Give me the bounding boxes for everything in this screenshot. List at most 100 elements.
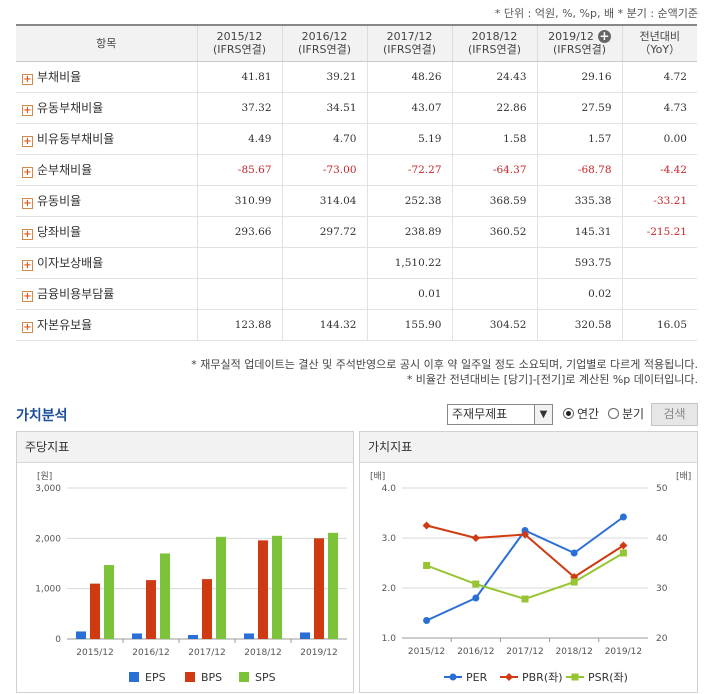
point-marker <box>570 578 578 586</box>
footnote-yoy: * 비율간 전년대비는 [당기]-[전기]로 계산된 %p 데이터입니다. <box>406 373 698 386</box>
row-label-cell[interactable]: + 자본유보율 <box>16 309 197 341</box>
legend-swatch <box>185 672 195 682</box>
valuation-title: 가치지표 <box>360 432 697 463</box>
y-tick-label-left: 3.0 <box>382 534 397 544</box>
table-cell: 1.57 <box>536 123 622 155</box>
x-tick-label: 2018/12 <box>244 648 281 658</box>
row-label-cell[interactable]: + 순부채비율 <box>16 154 197 186</box>
table-cell: 22.86 <box>451 92 537 124</box>
table-row[interactable]: + 유동비율 310.99 314.04 252.38 368.59 335.38 -33.2… <box>16 185 697 217</box>
header-2018: 2018/12 (IFRS연결) <box>451 24 537 62</box>
radio-annual[interactable]: 연간 <box>563 405 599 422</box>
table-cell: -4.42 <box>621 154 697 186</box>
table-row[interactable]: + 금융비용부담률 0.01 0.02 <box>16 278 697 310</box>
radio-quarter[interactable]: 분기 <box>608 405 644 422</box>
table-row[interactable]: + 비유동부채비율 4.49 4.70 5.19 1.58 1.57 0.00 <box>16 123 697 155</box>
y-tick-label: 3,000 <box>35 484 61 494</box>
table-cell <box>196 278 282 310</box>
series-line-psr <box>426 552 624 601</box>
row-label-cell[interactable]: + 유동부채비율 <box>16 92 197 124</box>
point-marker <box>423 617 431 624</box>
table-cell: 368.59 <box>451 185 537 217</box>
table-cell: -215.21 <box>621 216 697 248</box>
table-row[interactable]: + 순부채비율 -85.67 -73.00 -72.27 -64.37 -68.78 -4.4… <box>16 154 697 186</box>
radio-quarter-label: 분기 <box>622 407 645 421</box>
table-cell: 39.21 <box>281 61 367 93</box>
header-sublabel: (IFRS연결) <box>467 43 522 57</box>
y-tick-label: 2,000 <box>35 534 61 544</box>
bar-bps <box>314 538 324 639</box>
table-row[interactable]: + 유동부채비율 37.32 34.51 43.07 22.86 27.59 4.73 <box>16 92 697 124</box>
y-axis-unit: [원] <box>37 471 52 482</box>
expand-icon[interactable]: + <box>22 74 33 85</box>
bar-eps <box>188 634 198 639</box>
table-cell: 5.19 <box>366 123 452 155</box>
row-label-cell[interactable]: + 이자보상배율 <box>16 247 197 279</box>
radio-unselected-icon[interactable] <box>608 408 619 419</box>
table-cell <box>621 278 697 310</box>
per-share-chart: [원] 0 1,000 2,000 3,000 2015/12 2016/12 2017/12… <box>35 471 347 684</box>
table-cell: 0.02 <box>536 278 622 310</box>
table-cell: 310.99 <box>196 185 282 217</box>
table-cell: 0.01 <box>366 278 452 310</box>
row-label-cell[interactable]: + 당좌비율 <box>16 216 197 248</box>
row-label-cell[interactable]: + 비유동부채비율 <box>16 123 197 155</box>
point-marker <box>521 530 529 539</box>
expand-icon[interactable]: + <box>22 105 33 116</box>
table-cell: -85.67 <box>196 154 282 186</box>
y-tick-label: 0 <box>55 635 61 645</box>
section-title: 가치분석 <box>16 408 68 424</box>
y-tick-label: 1,000 <box>35 585 61 595</box>
expand-icon[interactable]: + <box>22 291 33 302</box>
table-row[interactable]: + 이자보상배율 1,510.22 593.75 <box>16 247 697 279</box>
statement-select[interactable]: 주재무제표 ▼ <box>447 404 553 425</box>
row-label-cell[interactable]: + 금융비용부담률 <box>16 278 197 310</box>
bar-bps <box>258 540 268 639</box>
bar-sps <box>160 553 170 639</box>
y-tick-label-right: 30 <box>656 584 668 594</box>
table-cell: 4.72 <box>621 61 697 93</box>
table-row[interactable]: + 부채비율 41.81 39.21 48.26 24.43 29.16 4.72 <box>16 61 697 93</box>
table-cell: 293.66 <box>196 216 282 248</box>
legend-label: EPS <box>145 671 166 684</box>
search-button[interactable]: 검색 <box>651 403 698 426</box>
table-cell: 360.52 <box>451 216 537 248</box>
expand-icon[interactable]: + <box>22 198 33 209</box>
y-tick-label-right: 50 <box>656 484 668 494</box>
point-marker <box>521 595 529 603</box>
table-row[interactable]: + 당좌비율 293.66 297.72 238.89 360.52 145.31 -215.… <box>16 216 697 248</box>
table-body: + 부채비율 41.81 39.21 48.26 24.43 29.16 4.72 + 유동부채비… <box>16 61 697 341</box>
expand-icon[interactable]: + <box>22 167 33 178</box>
table-cell: -72.27 <box>366 154 452 186</box>
expand-icon[interactable]: + <box>22 229 33 240</box>
header-sublabel: （YoY） <box>639 43 681 57</box>
table-cell: -64.37 <box>451 154 537 186</box>
row-label-cell[interactable]: + 유동비율 <box>16 185 197 217</box>
table-row[interactable]: + 자본유보율 123.88 144.32 155.90 304.52 320.58 16.0… <box>16 309 697 341</box>
y-tick-label-left: 2.0 <box>382 584 397 594</box>
bar-sps <box>104 565 114 639</box>
header-label: 2017/12 <box>386 30 433 44</box>
y-tick-label-right: 40 <box>656 534 668 544</box>
footnote-update: * 재무실적 업데이트는 결산 및 주석반영으로 공시 이후 약 일주일 정도 … <box>191 358 698 371</box>
chevron-down-icon[interactable]: ▼ <box>534 405 552 424</box>
radio-selected-icon[interactable] <box>563 408 574 419</box>
valuation-panel: 가치지표 [배] [배] 1.0 20 2.0 30 3.0 40 4.0 50 2015/12 20… <box>359 431 698 693</box>
bar-eps <box>300 632 310 639</box>
x-tick-label: 2017/12 <box>188 648 225 658</box>
legend-label: BPS <box>201 671 222 684</box>
table-cell: 144.32 <box>281 309 367 341</box>
x-tick-label: 2015/12 <box>408 647 445 657</box>
add-column-icon[interactable]: + <box>597 29 611 44</box>
expand-icon[interactable]: + <box>22 136 33 147</box>
row-label-cell[interactable]: + 부채비율 <box>16 61 197 93</box>
point-marker <box>471 534 480 542</box>
row-label: 자본유보율 <box>37 318 93 332</box>
table-cell: 16.05 <box>621 309 697 341</box>
per-share-title: 주당지표 <box>17 432 353 463</box>
table-cell: -68.78 <box>536 154 622 186</box>
point-marker <box>472 594 480 602</box>
expand-icon[interactable]: + <box>22 260 33 271</box>
bar-sps <box>272 535 282 639</box>
expand-icon[interactable]: + <box>22 322 33 333</box>
